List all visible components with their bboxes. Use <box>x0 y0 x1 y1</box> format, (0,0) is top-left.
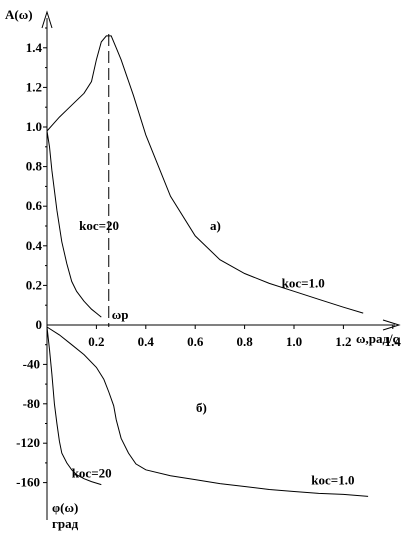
y-axis-arrow <box>41 10 53 29</box>
amplitude-axis-title: A(ω) <box>5 7 33 22</box>
amplitude-y-tick-label: 1.4 <box>26 40 43 55</box>
phase-y-tick-label: -80 <box>23 396 40 411</box>
x-tick-label: 0.2 <box>88 334 104 349</box>
x-tick-label: 0.6 <box>187 334 204 349</box>
x-tick-label: 0.4 <box>138 334 155 349</box>
amplitude-y-tick-label: 1.0 <box>26 119 42 134</box>
phase-series-line-k20 <box>46 326 102 486</box>
phase-y-tick-label: -120 <box>16 435 40 450</box>
phase-series-label: kос=20 <box>72 466 112 481</box>
amplitude-series-line-k20 <box>46 130 102 318</box>
amplitude-y-tick-label: 0.6 <box>26 198 43 213</box>
x-axis-arrow <box>382 319 401 331</box>
amplitude-y-tick-label: 0.8 <box>26 159 43 174</box>
amplitude-y-tick-label: 0.2 <box>26 277 42 292</box>
panel-label-b: б) <box>196 400 207 415</box>
x-tick-label: 1.2 <box>335 334 351 349</box>
x-tick-label: 0.8 <box>236 334 253 349</box>
phase-axis-title: φ(ω) <box>52 500 78 515</box>
amplitude-y-tick-label: 1.2 <box>26 79 42 94</box>
amplitude-series-line-k1-0 <box>46 35 364 314</box>
phase-y-tick-label: -40 <box>23 356 40 371</box>
amplitude-series-label: kос=1.0 <box>282 275 325 290</box>
panel-label-a: a) <box>210 218 221 233</box>
amplitude-series-label: kос=20 <box>79 218 119 233</box>
amplitude-y-tick-label: 0 <box>36 317 43 332</box>
x-tick-label: 1.0 <box>286 334 302 349</box>
phase-series-label: kос=1.0 <box>311 473 354 488</box>
phase-series-line-k1-0 <box>46 326 369 497</box>
x-tick-label: 1.4 <box>385 334 402 349</box>
frequency-axis-title: ω,рад/с <box>356 331 399 346</box>
phase-y-tick-label: -160 <box>16 475 40 490</box>
phase-axis-unit: град <box>52 516 79 531</box>
amplitude-y-tick-label: 0.4 <box>26 238 43 253</box>
resonance-label: ωр <box>112 307 129 322</box>
